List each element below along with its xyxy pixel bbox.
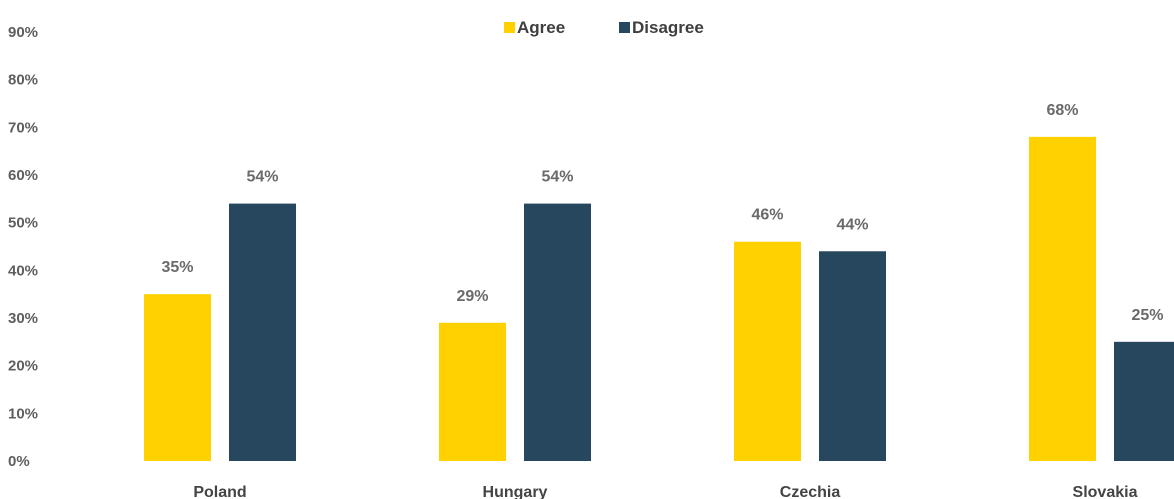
x-category-label: Poland	[193, 484, 246, 499]
bar-disagree-slovakia	[1114, 341, 1174, 461]
legend-label-agree: Agree	[517, 18, 565, 37]
bar-agree-czechia	[734, 241, 801, 461]
data-label: 35%	[161, 259, 193, 276]
x-axis: Poland Hungary Czechia Slovakia	[193, 484, 1137, 499]
legend-swatch-disagree	[619, 22, 630, 33]
bars-group: 35% 54% 29% 54% 46% 44% 68% 25%	[144, 102, 1174, 461]
legend: Agree Disagree	[504, 18, 704, 37]
y-tick-label: 30%	[8, 310, 38, 327]
data-label: 44%	[836, 216, 868, 233]
data-label: 46%	[751, 207, 783, 224]
y-axis: 0% 10% 20% 30% 40% 50% 60% 70% 80% 90%	[8, 24, 38, 470]
bar-disagree-hungary	[524, 203, 591, 461]
data-label: 25%	[1131, 307, 1163, 324]
y-tick-label: 90%	[8, 24, 38, 41]
y-tick-label: 60%	[8, 167, 38, 184]
data-label: 54%	[246, 169, 278, 186]
y-tick-label: 20%	[8, 358, 38, 375]
x-category-label: Slovakia	[1073, 484, 1138, 499]
bar-agree-poland	[144, 294, 211, 461]
y-tick-label: 80%	[8, 72, 38, 89]
data-label: 54%	[541, 169, 573, 186]
x-category-label: Czechia	[780, 484, 841, 499]
bar-agree-slovakia	[1029, 136, 1096, 461]
x-category-label: Hungary	[483, 484, 548, 499]
bar-disagree-czechia	[819, 251, 886, 461]
legend-swatch-agree	[504, 22, 515, 33]
y-tick-label: 10%	[8, 405, 38, 422]
y-tick-label: 70%	[8, 119, 38, 136]
y-tick-label: 50%	[8, 215, 38, 232]
bar-disagree-poland	[229, 203, 296, 461]
y-tick-label: 40%	[8, 262, 38, 279]
y-tick-label: 0%	[8, 453, 30, 470]
bar-agree-hungary	[439, 322, 506, 461]
data-label: 68%	[1046, 102, 1078, 119]
data-label: 29%	[456, 288, 488, 305]
legend-label-disagree: Disagree	[632, 18, 704, 37]
